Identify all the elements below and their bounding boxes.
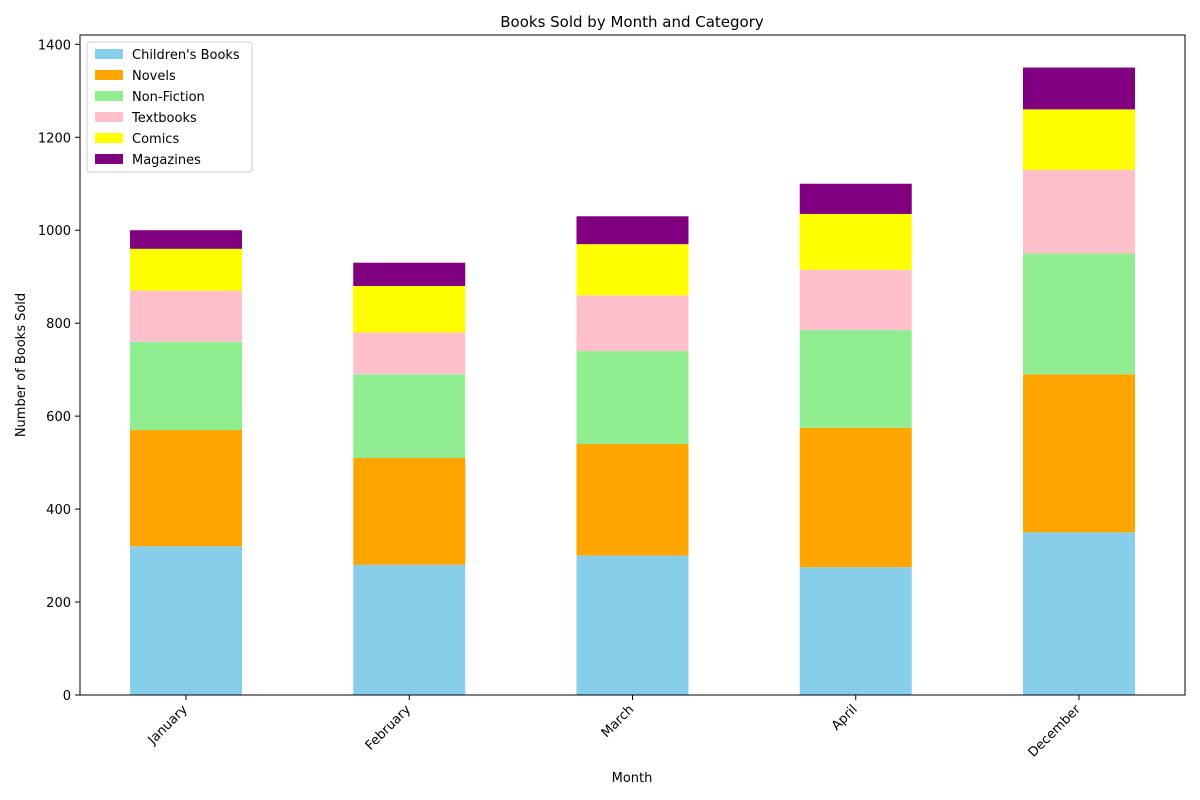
y-tick-label: 1400 — [38, 38, 71, 53]
bar-segment-february-0 — [353, 564, 466, 695]
bar-segment-february-2 — [353, 374, 466, 458]
bar-segment-february-3 — [353, 332, 466, 375]
y-tick-label: 1200 — [38, 131, 71, 146]
legend-label: Novels — [132, 69, 176, 84]
legend-swatch — [95, 70, 123, 80]
bar-segment-march-1 — [576, 444, 689, 556]
bar-segment-february-1 — [353, 457, 466, 565]
bars — [130, 67, 1135, 695]
legend-swatch — [95, 49, 123, 59]
legend-label: Non-Fiction — [132, 90, 205, 105]
bar-segment-december-2 — [1023, 253, 1135, 375]
y-axis-label: Number of Books Sold — [14, 293, 29, 437]
bar-segment-january-2 — [130, 341, 242, 431]
legend-label: Textbooks — [131, 111, 197, 126]
bar-segment-january-0 — [130, 546, 242, 695]
bar-segment-march-4 — [576, 244, 689, 296]
bar-segment-january-5 — [130, 230, 242, 249]
bar-segment-january-4 — [130, 248, 242, 291]
bar-segment-march-3 — [576, 295, 689, 352]
legend: Children's Books Novels Non-Fiction Textboo… — [86, 41, 253, 173]
bar-segment-december-3 — [1023, 169, 1135, 254]
y-tick-label: 0 — [63, 689, 71, 704]
chart-title: Books Sold by Month and Category — [500, 13, 764, 31]
bar-segment-december-0 — [1023, 532, 1135, 695]
x-tick-label: March — [599, 702, 638, 741]
legend-swatch — [95, 91, 123, 101]
y-tick-label: 800 — [46, 317, 71, 332]
legend-label: Comics — [132, 132, 179, 147]
bar-segment-april-4 — [799, 213, 912, 270]
bar-segment-january-1 — [130, 430, 242, 547]
legend-swatch — [95, 154, 123, 164]
legend-swatch — [95, 112, 123, 122]
bar-segment-april-1 — [799, 427, 912, 568]
x-axis-ticks: January February March April December — [145, 695, 1085, 761]
x-tick-label: January — [145, 702, 191, 748]
bar-segment-february-5 — [353, 262, 466, 286]
x-tick-label: December — [1026, 702, 1085, 761]
x-tick-label: February — [363, 702, 415, 754]
bar-segment-april-2 — [799, 330, 912, 428]
y-tick-label: 600 — [46, 410, 71, 425]
bar-segment-january-3 — [130, 290, 242, 342]
y-tick-label: 1000 — [38, 224, 71, 239]
bar-segment-december-4 — [1023, 109, 1135, 170]
legend-label: Magazines — [132, 153, 201, 168]
bar-segment-march-5 — [576, 216, 689, 245]
y-tick-label: 200 — [46, 596, 71, 611]
bar-segment-april-5 — [799, 183, 912, 214]
legend-swatch — [95, 133, 123, 143]
legend-label: Children's Books — [132, 48, 240, 63]
x-tick-label: April — [829, 702, 861, 734]
bar-segment-april-0 — [799, 567, 912, 695]
plot-area: 0 200 400 600 800 1000 1200 1400 January Februar… — [38, 34, 1186, 761]
y-tick-label: 400 — [46, 503, 71, 518]
bar-segment-march-2 — [576, 351, 689, 445]
bar-segment-december-5 — [1023, 67, 1135, 110]
legend-box — [86, 41, 253, 173]
bar-segment-february-4 — [353, 285, 466, 333]
y-axis-ticks: 0 200 400 600 800 1000 1200 1400 — [38, 38, 80, 704]
bar-segment-march-0 — [576, 555, 689, 695]
x-axis-label: Month — [612, 771, 653, 786]
bar-segment-april-3 — [799, 269, 912, 331]
bar-segment-december-1 — [1023, 374, 1135, 533]
